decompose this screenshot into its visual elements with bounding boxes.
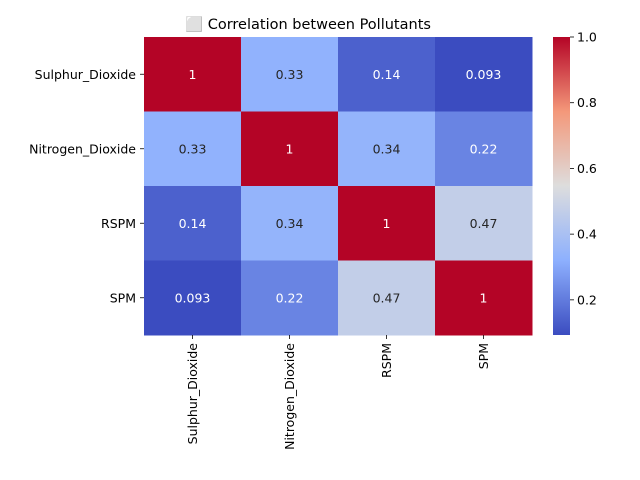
y-tick-label: Sulphur_Dioxide [35, 67, 137, 82]
y-tick-label: SPM [110, 290, 136, 305]
cell-value-label: 0.14 [373, 67, 401, 82]
heatmap-cell [241, 111, 339, 187]
cell-value-label: 0.47 [470, 216, 498, 231]
cell-value-label: 1 [286, 141, 294, 156]
heatmap-cell [144, 260, 242, 336]
cell-value-label: 0.33 [179, 141, 207, 156]
colorbar-gradient [553, 37, 570, 335]
x-tick-labels: Sulphur_Dioxide Nitrogen_Dioxide RSPM SPM [185, 335, 491, 450]
heatmap-cell [241, 260, 339, 336]
heatmap-cell [338, 186, 436, 261]
colorbar-tick-label: 0.8 [577, 95, 597, 110]
cell-value-label: 1 [189, 67, 197, 82]
y-tick-labels: Sulphur_Dioxide Nitrogen_Dioxide RSPM SPM [29, 67, 144, 305]
cell-value-label: 0.14 [179, 216, 207, 231]
heatmap-cell [241, 186, 339, 261]
heatmap-cell [435, 37, 533, 112]
y-tick-label: RSPM [101, 216, 136, 231]
cell-value-label: 0.34 [276, 216, 304, 231]
heatmap-cell [435, 186, 533, 261]
colorbar-tick-label: 0.6 [577, 161, 597, 176]
cell-value-label: 0.47 [373, 290, 401, 305]
heatmap-cell [338, 260, 436, 336]
heatmap-cell [144, 37, 242, 112]
heatmap-cell [435, 111, 533, 187]
heatmap-cell [241, 37, 339, 112]
y-tick-label: Nitrogen_Dioxide [29, 141, 136, 156]
cell-value-label: 0.34 [373, 141, 401, 156]
cell-value-label: 0.093 [175, 290, 211, 305]
colorbar-tick-label: 0.4 [577, 227, 597, 242]
cell-value-label: 0.22 [470, 141, 498, 156]
chart-title: ⬜ Correlation between Pollutants [185, 15, 431, 33]
x-tick-label: Nitrogen_Dioxide [282, 343, 297, 450]
colorbar-tick-label: 0.2 [577, 292, 597, 307]
colorbar: 1.0 0.8 0.6 0.4 0.2 [553, 30, 597, 335]
cell-value-label: 0.22 [276, 290, 304, 305]
heatmap-cell [144, 111, 242, 187]
cell-value-label: 1 [480, 290, 488, 305]
heatmap-cell [338, 37, 436, 112]
x-tick-label: RSPM [379, 343, 394, 378]
cell-value-label: 1 [383, 216, 391, 231]
x-tick-label: SPM [476, 343, 491, 369]
x-tick-label: Sulphur_Dioxide [185, 343, 200, 445]
cell-value-label: 0.33 [276, 67, 304, 82]
heatmap-cell [338, 111, 436, 187]
heatmap-cell [435, 260, 533, 336]
heatmap-cell [144, 186, 242, 261]
cell-value-label: 0.093 [466, 67, 502, 82]
colorbar-tick-label: 1.0 [577, 30, 597, 45]
heatmap-cells: 1 0.33 0.14 0.093 0.33 1 0.34 0.22 0.14 0.34 1 0.47… [144, 37, 533, 336]
